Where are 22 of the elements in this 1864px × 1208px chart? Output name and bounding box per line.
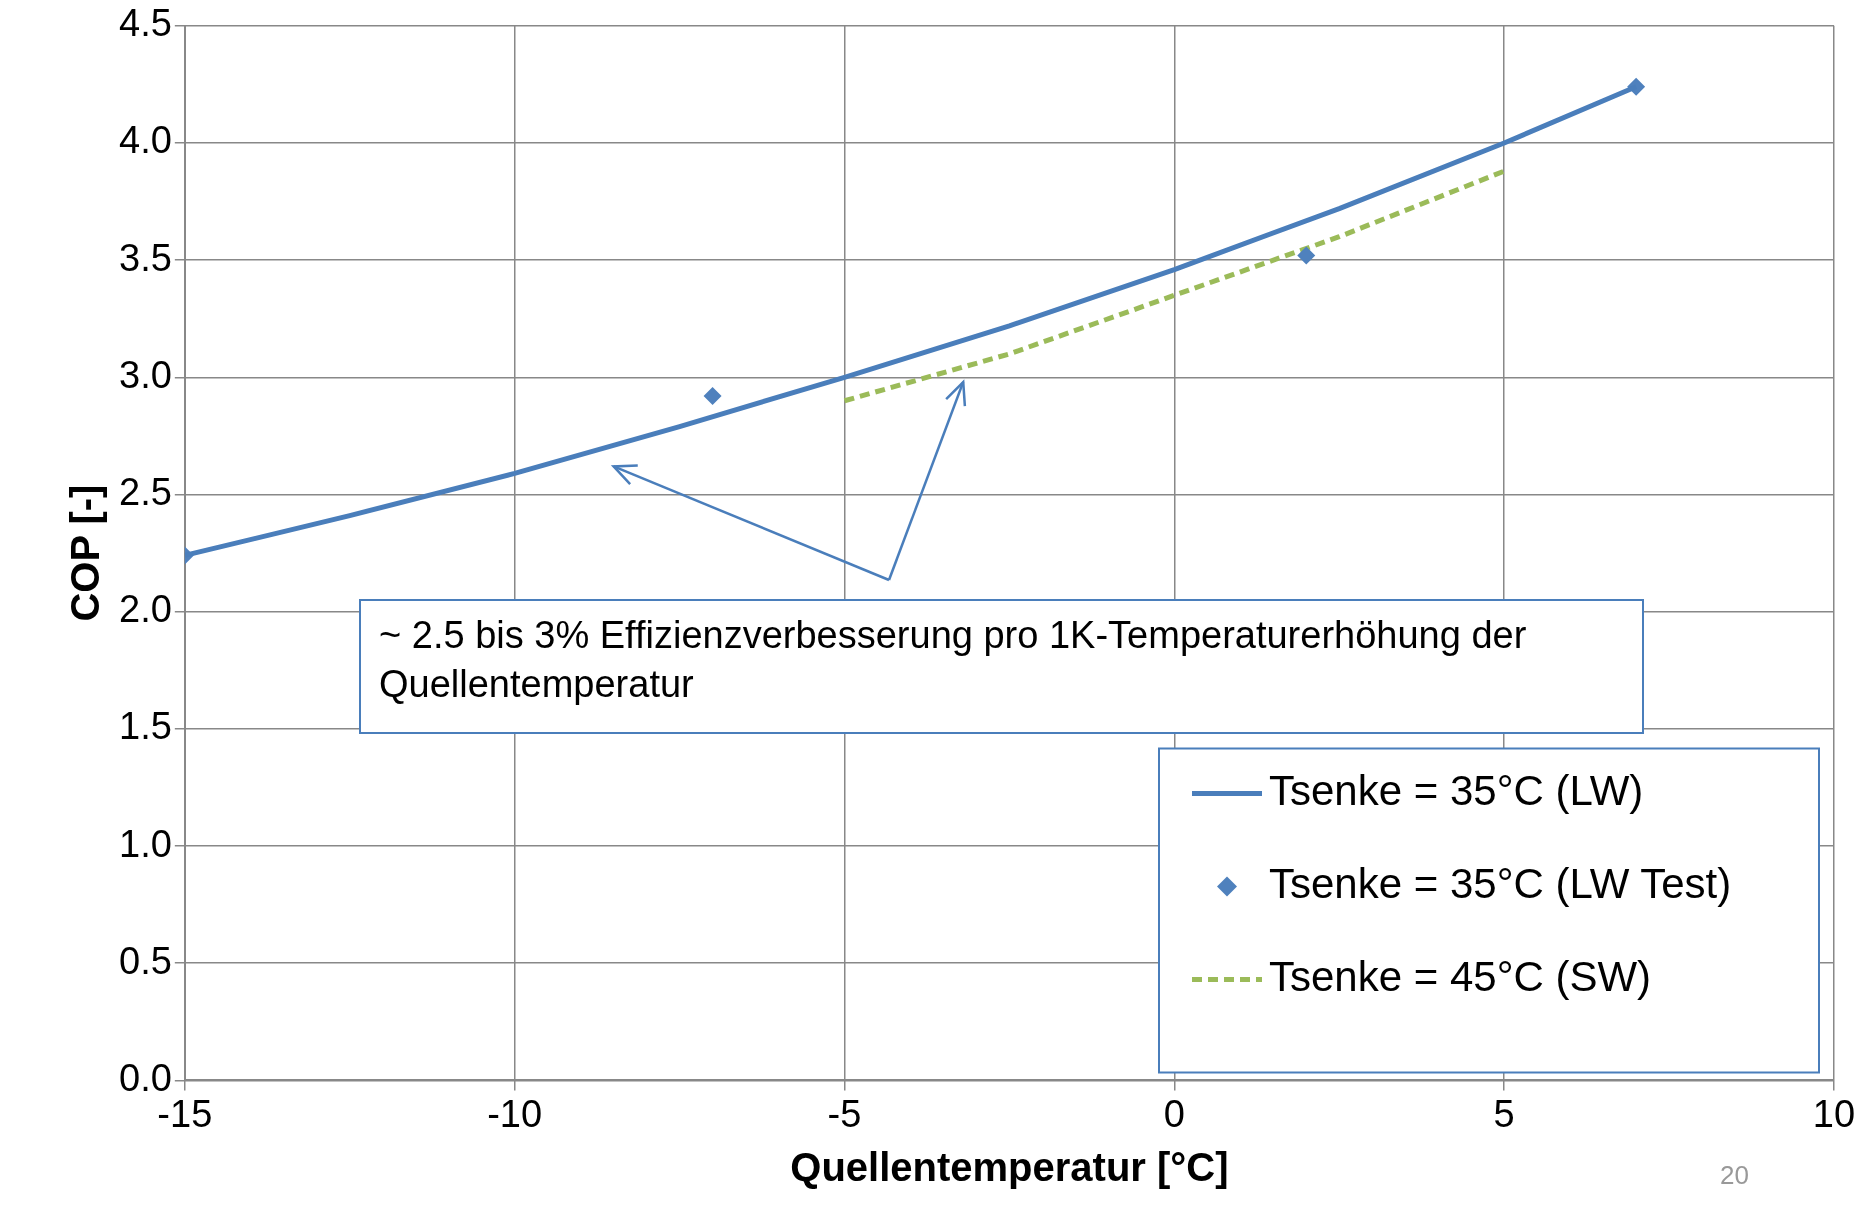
legend-label: Tsenke = 35°C (LW) <box>1269 766 1644 814</box>
x-tick-label: -5 <box>827 1092 862 1135</box>
y-tick-label: 0.5 <box>119 939 172 982</box>
x-tick-label: 5 <box>1493 1092 1515 1135</box>
y-tick-label: 2.5 <box>119 471 172 513</box>
x-tick-label: -10 <box>487 1092 543 1135</box>
y-tick-label: 4.5 <box>119 2 172 45</box>
legend-label: Tsenke = 35°C (LW Test) <box>1269 859 1732 907</box>
y-tick-label: 3.5 <box>119 236 172 279</box>
x-axis-title: Quellentemperatur [°C] <box>790 1145 1229 1190</box>
y-tick-label: 2.0 <box>119 588 172 631</box>
y-tick-label: 3.0 <box>119 353 172 396</box>
legend-label: Tsenke = 45°C (SW) <box>1269 952 1652 1000</box>
point <box>1297 246 1316 265</box>
x-tick-label: 10 <box>1812 1092 1856 1135</box>
y-tick-label: 1.0 <box>119 822 172 865</box>
y-tick-label: 4.0 <box>119 119 172 162</box>
text: 20 <box>1720 1160 1749 1191</box>
y-axis-title: COP [-] <box>63 484 108 622</box>
x-tick-label: 0 <box>1163 1092 1185 1135</box>
y-tick-label: 1.5 <box>119 705 172 748</box>
annotation: ~ 2.5 bis 3% Effizienzverbesserung pro 1K-Temperaturerhöhung der Quellentemperatur <box>378 613 1528 708</box>
